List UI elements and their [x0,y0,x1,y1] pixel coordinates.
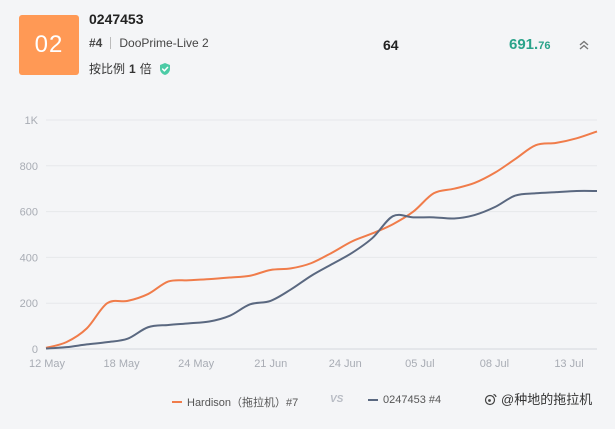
server-name: DooPrime-Live 2 [119,36,209,50]
stat-value-int: 691. [509,36,539,53]
y-tick-label: 1K [25,115,39,127]
copy-ratio-value: 1 [129,61,136,76]
y-axis-ticks: 0 200 400 600 800 1K [20,115,39,356]
copy-ratio-prefix: 按比例 [89,62,126,76]
x-tick-label: 24 May [178,358,215,370]
x-tick-label: 08 Jul [480,358,509,370]
equity-chart: 0 200 400 600 800 1K 12 May 18 May 24 May 21 Jun… [20,115,598,370]
weibo-logo-icon [484,393,497,405]
legend-item-hardison[interactable]: Hardison（拖拉机）#7 [172,394,298,410]
x-axis-ticks: 12 May 18 May 24 May 21 Jun 24 Jun 05 Jul 08 J… [29,358,584,370]
y-tick-label: 200 [20,298,38,310]
x-tick-label: 05 Jul [405,358,434,370]
legend-label: Hardison（拖拉机）#7 [187,397,299,409]
series-0247453-line [45,189,598,350]
x-tick-label: 13 Jul [554,358,583,370]
rank-label: #4 [89,36,103,50]
y-tick-label: 800 [20,161,38,173]
account-card-header: 02 0247453 #4 DooPrime-Live 2 按比例 1 倍 64… [0,0,615,90]
series-hardison-line [45,130,598,349]
rank-badge: 02 [19,15,79,75]
legend-item-0247453[interactable]: 0247453 #4 [368,394,441,406]
server-line: #4 DooPrime-Live 2 [89,36,209,50]
y-tick-label: 400 [20,252,38,264]
shield-check-icon [159,62,170,75]
stat-value-dec: 76 [538,40,551,52]
legend-swatch [172,401,182,403]
stat-value: 691.76 [509,36,550,53]
x-tick-label: 18 May [104,358,141,370]
y-tick-label: 0 [32,344,38,356]
chart-grid [46,119,597,350]
watermark: @种地的拖拉机 [484,389,592,408]
x-tick-label: 12 May [29,358,66,370]
watermark-text: @种地的拖拉机 [501,392,593,407]
divider [110,37,112,49]
stat-count: 64 [383,37,399,53]
legend-swatch [368,399,378,401]
chevrons-up-icon[interactable] [576,37,592,53]
y-tick-label: 600 [20,207,38,219]
copy-ratio: 按比例 1 倍 [89,60,172,77]
copy-ratio-suffix: 倍 [139,62,152,76]
x-tick-label: 21 Jun [254,358,287,370]
legend-label: 0247453 #4 [383,394,442,406]
chart-legend: Hardison（拖拉机）#7 VS 0247453 #4 [0,394,615,412]
account-id[interactable]: 0247453 [89,11,144,27]
vs-label: VS [330,394,344,405]
x-tick-label: 24 Jun [329,358,362,370]
